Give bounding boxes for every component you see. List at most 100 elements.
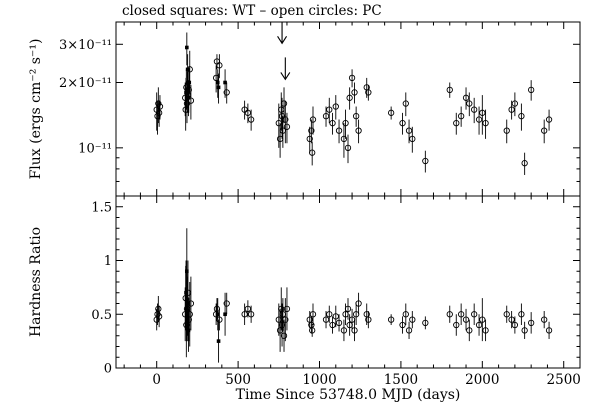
open-circle-marker <box>399 321 406 329</box>
open-circle-marker <box>278 112 286 120</box>
open-circle-marker <box>405 327 413 334</box>
open-circle-marker <box>241 106 248 113</box>
open-circle-marker <box>422 319 429 326</box>
open-circle-marker <box>247 311 255 318</box>
open-circle-marker <box>521 327 528 334</box>
pc-point <box>399 112 406 135</box>
open-circle-marker <box>186 66 193 73</box>
closed-square-marker <box>185 45 189 50</box>
y-tick-label: 2×10⁻¹¹ <box>59 76 112 91</box>
upper-limit-arrow <box>277 22 288 45</box>
open-circle-marker <box>446 86 453 94</box>
panel-flux: 10⁻¹¹ 2×10⁻¹¹ 3×10⁻¹¹ Flux (ergs cm⁻² s⁻¹) <box>28 21 581 197</box>
open-circle-marker <box>309 116 317 123</box>
open-circle-marker <box>155 313 163 320</box>
pc-point <box>405 321 413 339</box>
closed-square-marker <box>223 312 227 317</box>
open-circle-marker <box>282 116 289 123</box>
y-tick-label: 10⁻¹¹ <box>78 141 112 156</box>
y-tick-label: 0 <box>104 362 112 377</box>
open-circle-marker <box>503 127 510 134</box>
pc-point <box>365 311 372 329</box>
open-circle-marker <box>352 112 360 120</box>
pc-point <box>462 87 470 110</box>
pc-point <box>521 152 528 175</box>
open-circle-marker <box>335 127 343 134</box>
closed-square-marker <box>185 269 189 274</box>
open-circle-marker <box>453 119 460 127</box>
pc-point <box>528 80 535 101</box>
open-circle-marker <box>216 316 223 323</box>
pc-point <box>365 84 372 101</box>
open-circle-marker <box>521 160 528 167</box>
open-circle-marker <box>528 86 535 94</box>
open-circle-marker <box>482 119 489 127</box>
open-circle-marker <box>283 123 291 130</box>
open-circle-marker <box>282 316 289 323</box>
pc-point <box>244 103 252 124</box>
pc-point <box>344 298 352 320</box>
y-tick-label: 3×10⁻¹¹ <box>59 38 112 53</box>
open-circle-marker <box>387 109 395 116</box>
pc-point <box>155 100 163 127</box>
open-circle-marker <box>518 112 525 120</box>
open-circle-marker <box>155 100 162 107</box>
open-circle-marker <box>466 100 473 107</box>
open-circle-marker <box>462 316 470 323</box>
pc-point <box>187 276 195 331</box>
open-circle-marker <box>283 305 291 313</box>
open-circle-marker <box>241 311 248 318</box>
pc-point <box>322 311 330 329</box>
pc-point <box>155 305 163 328</box>
y-tick-label: 1 <box>104 254 112 269</box>
pc-point <box>223 82 230 104</box>
open-circle-marker <box>351 327 358 334</box>
pc-point <box>453 314 460 336</box>
open-circle-marker <box>528 319 535 326</box>
pc-point <box>185 71 192 113</box>
open-circle-marker <box>322 112 330 120</box>
open-circle-marker <box>471 311 478 318</box>
pc-point <box>409 311 416 329</box>
x-tick-label: 2000 <box>465 372 499 388</box>
open-circle-marker <box>462 94 470 101</box>
pc-point <box>244 300 252 318</box>
y-axis-label: Flux (ergs cm⁻² s⁻¹) <box>28 39 44 180</box>
open-circle-marker <box>422 157 429 165</box>
x-tick-label: 500 <box>225 372 251 388</box>
open-circle-marker <box>186 311 193 318</box>
x-axis-label: Time Since 53748.0 MJD (days) <box>236 387 461 403</box>
open-circle-marker <box>247 116 255 123</box>
pc-point <box>348 69 356 88</box>
pc-point <box>309 141 316 166</box>
pc-point <box>511 92 519 117</box>
pc-point <box>541 119 548 144</box>
closed-square-marker <box>185 67 190 72</box>
x-tick-label: 1000 <box>302 372 336 388</box>
open-circle-marker <box>453 321 460 329</box>
pc-point <box>186 50 193 93</box>
open-circle-marker <box>508 106 515 113</box>
x-tick-label: 2500 <box>547 372 581 388</box>
pc-point <box>479 298 486 342</box>
pc-point <box>482 319 489 342</box>
pc-point <box>458 106 465 127</box>
closed-square-marker <box>216 339 221 343</box>
wt-point <box>185 32 189 66</box>
pc-point <box>344 134 352 164</box>
open-circle-marker <box>348 74 356 82</box>
pc-point <box>326 305 333 323</box>
pc-point <box>340 319 348 342</box>
data-layer <box>153 228 553 363</box>
pc-point <box>453 112 460 135</box>
pc-point <box>351 82 358 104</box>
pc-point <box>156 95 164 120</box>
pc-point <box>521 321 528 339</box>
open-circle-marker <box>402 311 409 318</box>
wt-point <box>215 298 220 331</box>
pc-point <box>247 109 255 131</box>
open-circle-marker <box>309 149 316 156</box>
pc-point <box>241 100 248 120</box>
pc-point <box>545 321 553 339</box>
